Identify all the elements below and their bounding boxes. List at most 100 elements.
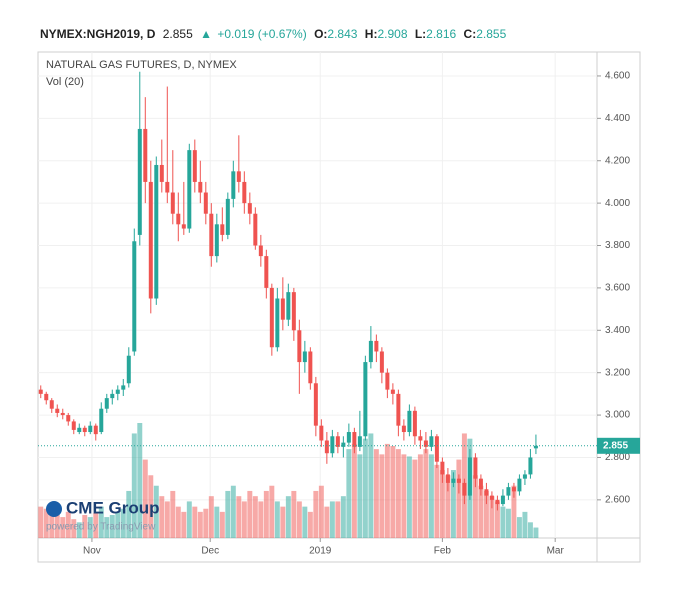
volume-bar	[120, 508, 126, 538]
symbol: NYMEX:NGH2019, D	[40, 27, 156, 41]
volume-bar	[236, 496, 242, 538]
candle-body	[313, 383, 318, 426]
candle-body	[346, 432, 351, 443]
candle-body	[209, 213, 214, 257]
volume-bar	[252, 496, 258, 538]
candle-body	[165, 181, 170, 193]
candle-body	[467, 457, 472, 496]
candle-body	[258, 245, 263, 257]
volume-bar	[456, 459, 462, 538]
open-label: O:	[314, 27, 327, 41]
candle-body	[456, 478, 461, 483]
candle-body	[302, 351, 307, 363]
candle-body	[363, 362, 368, 437]
volume-label: Vol (20)	[46, 76, 84, 88]
candle-body	[308, 351, 313, 384]
candle-body	[478, 478, 483, 490]
x-tick-label: Feb	[434, 546, 452, 557]
volume-bar	[351, 443, 357, 538]
candle-body	[203, 192, 208, 214]
volume-bar	[533, 527, 539, 538]
volume-bar	[379, 454, 385, 538]
candle-body	[423, 440, 428, 447]
candle-body	[77, 427, 82, 433]
candle-body	[181, 224, 186, 229]
volume-bar	[516, 517, 522, 538]
candle-body	[517, 478, 522, 492]
volume-bar	[175, 506, 181, 538]
candle-body	[38, 389, 43, 394]
candle-body	[236, 171, 241, 182]
candle-body	[198, 181, 203, 193]
volume-bar	[43, 508, 49, 538]
powered-by: powered by TradingView	[46, 522, 156, 533]
volume-bar	[76, 522, 82, 538]
volume-bar	[186, 501, 192, 538]
candle-body	[154, 164, 159, 299]
logo-globe	[46, 501, 62, 517]
candle-body	[440, 461, 445, 475]
candle-body	[495, 499, 500, 505]
volume-bar	[263, 490, 269, 538]
candle-body	[275, 298, 280, 348]
low-label: L:	[415, 27, 426, 41]
candle-body	[500, 495, 505, 505]
volume-bar	[318, 485, 324, 538]
volume-bar	[428, 454, 434, 538]
volume-bar	[137, 423, 143, 538]
candle-body	[66, 415, 71, 422]
candle-body	[330, 436, 335, 454]
volume-bar	[307, 511, 313, 538]
frame	[37, 51, 641, 563]
volume-bar	[230, 485, 236, 538]
candle-body	[242, 181, 247, 204]
volume-bar	[153, 485, 159, 538]
volume-bar	[406, 456, 412, 538]
y-tick-label: 3.800	[605, 240, 630, 251]
x-tick-label: Nov	[83, 546, 101, 557]
volume-bar	[489, 496, 495, 538]
volume-bar	[87, 517, 93, 538]
y-tick-label: 4.200	[605, 155, 630, 166]
volume-bar	[478, 485, 484, 538]
logo-text: CME Group	[66, 498, 160, 517]
candle-body	[341, 442, 346, 447]
volume-bar	[93, 512, 99, 538]
axes: 2.600 2.800 3.000 3.200 3.400 3.600 3.800 4.000…	[38, 71, 640, 557]
volume-bar	[82, 515, 88, 538]
candle-body	[159, 164, 164, 182]
close-label: C:	[464, 27, 477, 41]
candle-body	[352, 432, 357, 447]
candle-body	[379, 351, 384, 373]
y-tick-label: 4.000	[605, 198, 630, 209]
candle-body	[418, 436, 423, 441]
candle-body	[60, 412, 65, 416]
volume-bar	[362, 438, 368, 538]
candle-body	[137, 128, 142, 235]
candle-body	[396, 393, 401, 426]
header: NYMEX:NGH2019, D 2.855 ▲ +0.019 (+0.67%)…	[40, 27, 507, 41]
volume-bar	[324, 506, 330, 538]
volume-bar	[500, 506, 506, 538]
candle-body	[462, 482, 467, 496]
volume-bar	[434, 464, 440, 538]
volume-bar	[450, 470, 456, 538]
volume-bar	[164, 501, 170, 538]
candle-body	[55, 408, 60, 413]
volume-bar	[197, 511, 203, 538]
volume-bar	[60, 517, 66, 538]
volume-bar	[445, 475, 451, 538]
candle-body	[220, 224, 225, 235]
candle-body	[412, 410, 417, 437]
candle-body	[88, 425, 93, 433]
last-price-label: 2.855	[603, 440, 628, 451]
candle-body	[269, 287, 274, 348]
candle-body	[99, 408, 104, 433]
last-price-tag	[597, 437, 640, 454]
volume-bar	[192, 506, 198, 538]
close: 2.855	[476, 27, 506, 41]
volume-bar	[131, 433, 137, 538]
y-tick-label: 3.600	[605, 283, 630, 294]
